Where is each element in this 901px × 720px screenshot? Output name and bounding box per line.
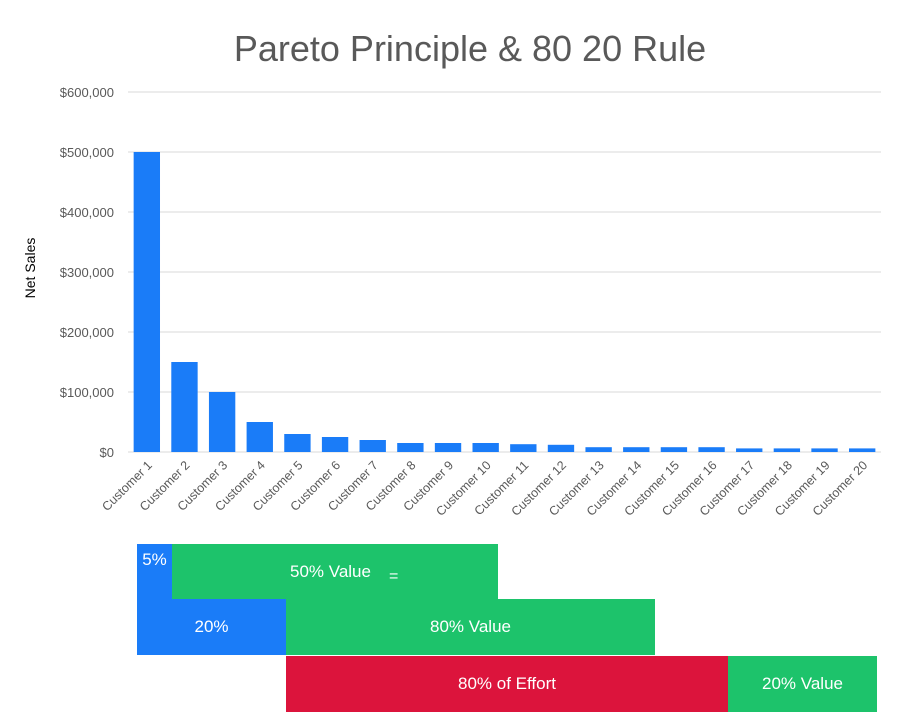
- bar: [660, 447, 688, 452]
- y-tick-label: $400,000: [60, 205, 114, 220]
- five-percent-box: 5%: [137, 544, 172, 599]
- bar: [321, 437, 349, 452]
- eighty-percent-value-label: 80% Value: [430, 617, 511, 636]
- bar: [736, 448, 763, 452]
- bar-chart: $0 $100,000 $200,000 $300,000 $400,000 $500,0…: [22, 85, 881, 519]
- y-tick-label: $0: [100, 445, 114, 460]
- equals-sign: =: [389, 568, 399, 585]
- bars: [133, 152, 876, 452]
- twenty-percent-box: 20%: [137, 599, 286, 655]
- bar: [698, 447, 725, 452]
- bar: [359, 440, 386, 452]
- y-tick-label: $100,000: [60, 385, 114, 400]
- y-tick-label: $500,000: [60, 145, 114, 160]
- bar: [397, 443, 424, 452]
- y-tick-label: $200,000: [60, 325, 114, 340]
- eighty-percent-effort-label: 80% of Effort: [458, 674, 556, 693]
- eighty-percent-value-box: 80% Value: [286, 599, 655, 655]
- bar: [284, 434, 311, 452]
- bar: [472, 443, 499, 452]
- bar: [623, 447, 650, 452]
- bar: [171, 362, 198, 452]
- bar: [773, 448, 801, 452]
- y-axis-tick-labels: $0 $100,000 $200,000 $300,000 $400,000 $500,0…: [60, 85, 114, 460]
- y-axis-label: Net Sales: [22, 238, 38, 299]
- bar: [510, 444, 537, 452]
- bar: [848, 448, 876, 452]
- twenty-percent-label: 20%: [194, 617, 229, 636]
- eighty-percent-effort-box: 80% of Effort: [286, 656, 728, 712]
- bar: [811, 448, 838, 452]
- bar: [133, 152, 161, 452]
- fifty-percent-value-label: 50% Value: [290, 562, 371, 581]
- bar: [434, 443, 462, 452]
- bar: [246, 422, 273, 452]
- twenty-percent-value-label: 20% Value: [762, 674, 843, 693]
- bar: [547, 444, 575, 452]
- twenty-percent-value-box: 20% Value: [728, 656, 877, 712]
- y-tick-label: $600,000: [60, 85, 114, 100]
- y-tick-label: $300,000: [60, 265, 114, 280]
- fifty-percent-value-box: 50% Value =: [172, 544, 498, 599]
- bar: [585, 447, 612, 452]
- five-percent-label: 5%: [142, 550, 167, 569]
- chart-title: Pareto Principle & 80 20 Rule: [233, 28, 707, 69]
- bar: [208, 392, 236, 452]
- gridlines: [128, 91, 881, 453]
